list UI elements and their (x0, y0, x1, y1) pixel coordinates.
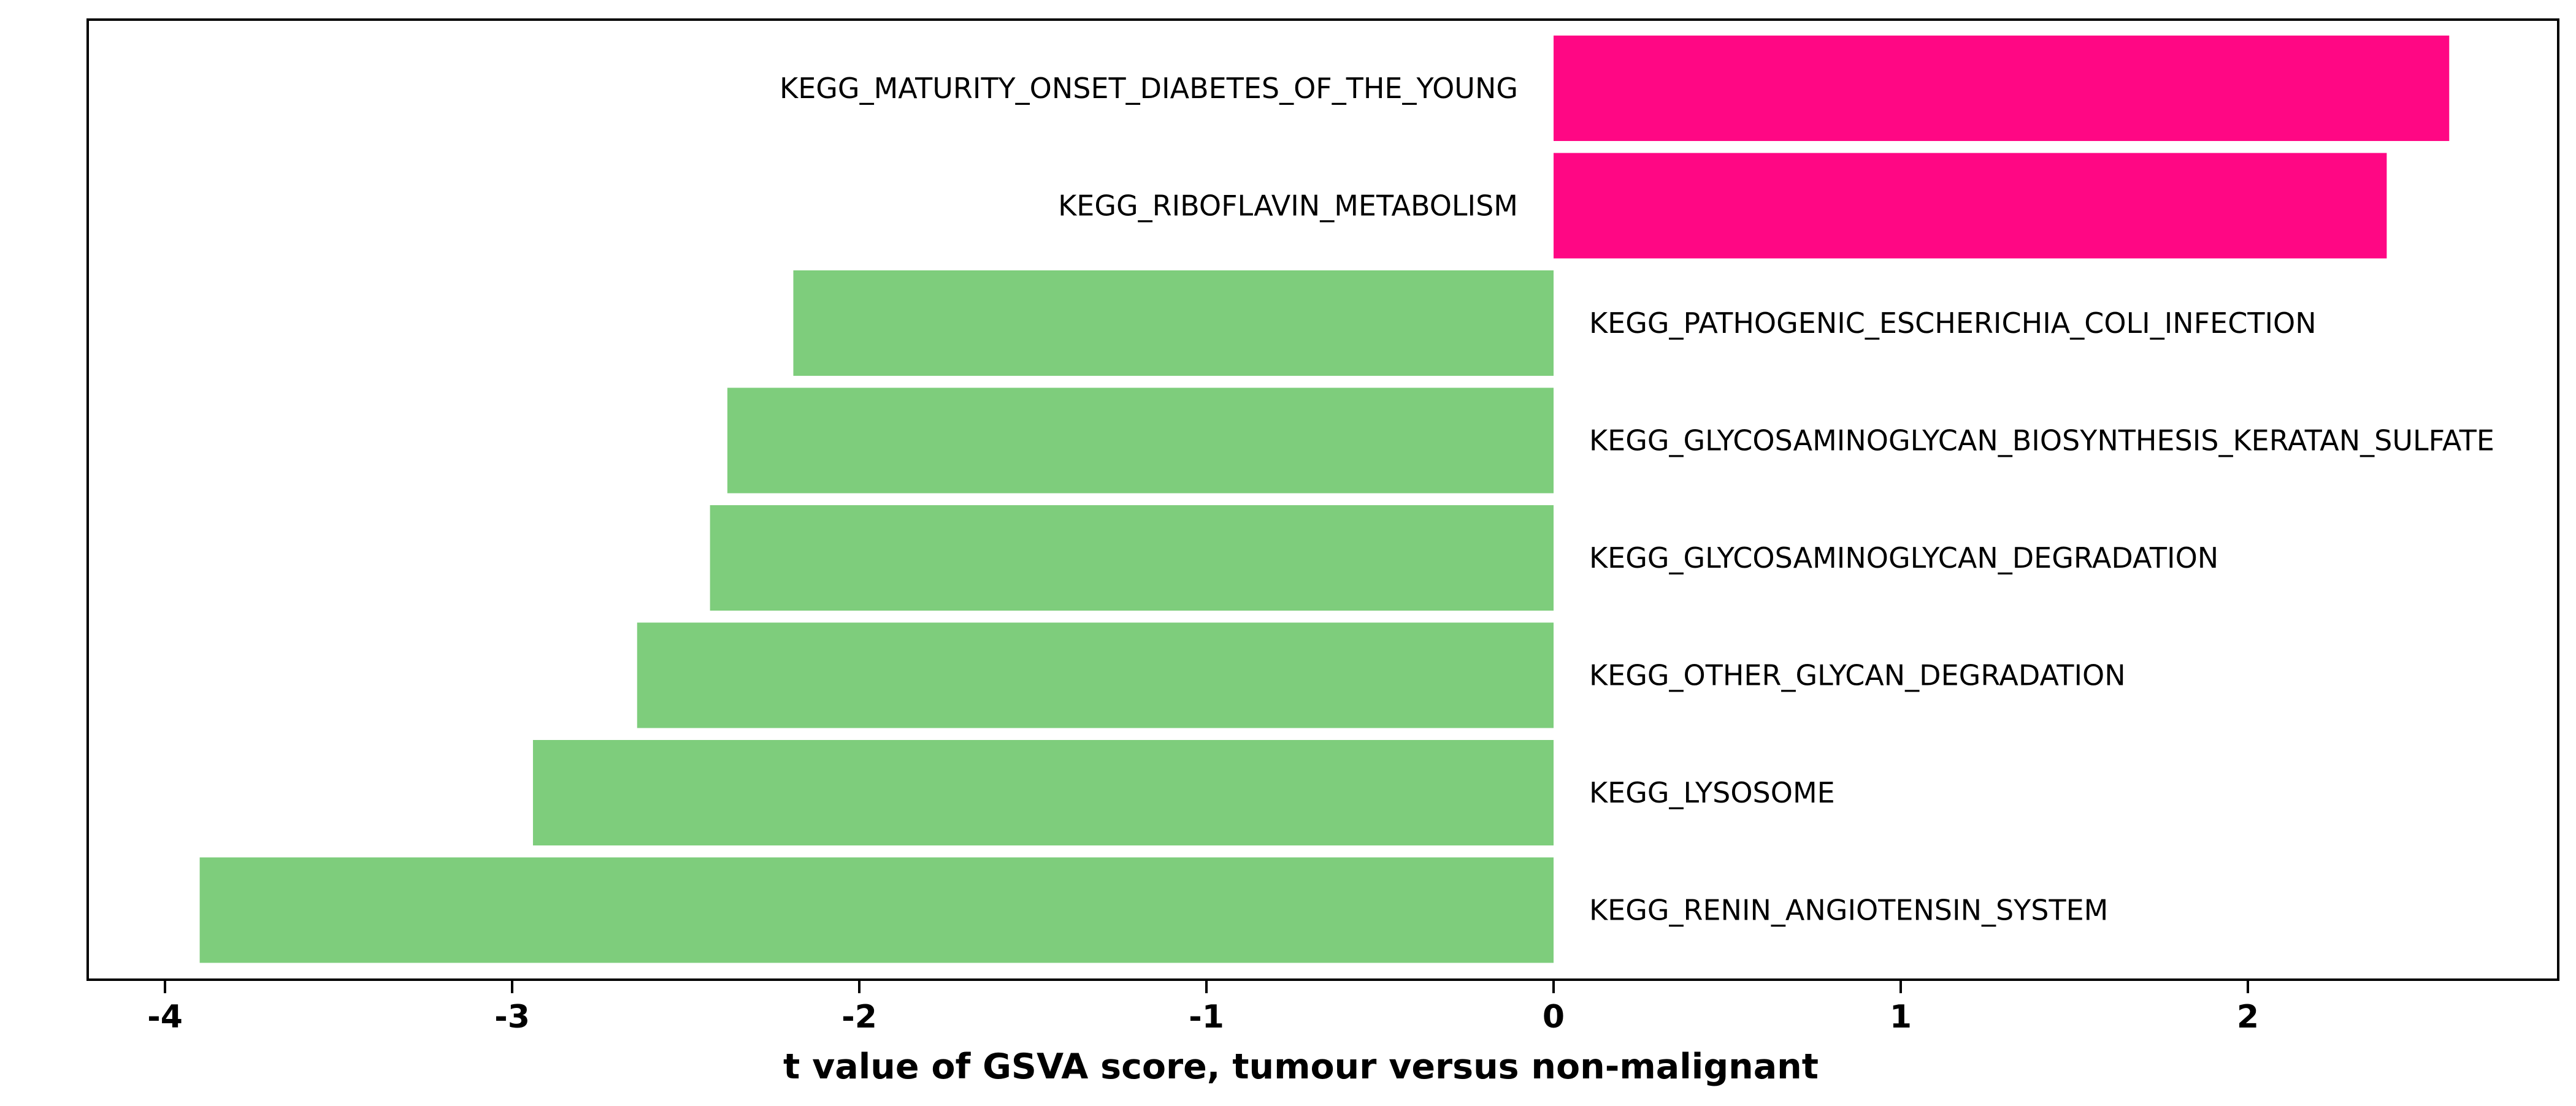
bar (637, 622, 1554, 728)
bar (1554, 36, 2450, 141)
x-axis: -4 -3 -2 -1 0 1 2 (147, 980, 2259, 1035)
x-tick-label: -4 (147, 999, 183, 1035)
plot-frame (86, 18, 2559, 981)
category-label: KEGG_GLYCOSAMINOGLYCAN_BIOSYNTHESIS_KERA… (1589, 424, 2494, 457)
bar (710, 505, 1554, 611)
category-label: KEGG_MATURITY_ONSET_DIABETES_OF_THE_YOUN… (780, 72, 1518, 105)
x-tick-label: 1 (1890, 999, 1912, 1035)
category-label: KEGG_OTHER_GLYCAN_DEGRADATION (1589, 659, 2126, 692)
bars-layer (199, 36, 2450, 963)
x-tick-label: -2 (841, 999, 877, 1035)
bar (727, 387, 1554, 494)
x-axis-label: t value of GSVA score, tumour versus non… (783, 1047, 1819, 1087)
category-label: KEGG_RENIN_ANGIOTENSIN_SYSTEM (1589, 894, 2108, 927)
bar (793, 270, 1554, 376)
bar (1554, 153, 2387, 259)
category-labels-layer: KEGG_MATURITY_ONSET_DIABETES_OF_THE_YOUN… (780, 72, 2494, 927)
category-label: KEGG_LYSOSOME (1589, 776, 1835, 809)
category-label: KEGG_PATHOGENIC_ESCHERICHIA_COLI_INFECTI… (1589, 307, 2317, 340)
category-label: KEGG_RIBOFLAVIN_METABOLISM (1058, 189, 1518, 223)
bar (199, 857, 1554, 963)
x-tick-label: -3 (494, 999, 530, 1035)
bar (532, 740, 1554, 845)
x-tick-label: 0 (1543, 999, 1565, 1035)
category-label: KEGG_GLYCOSAMINOGLYCAN_DEGRADATION (1589, 541, 2218, 574)
x-tick-label: 2 (2237, 999, 2259, 1035)
x-tick-label: -1 (1189, 999, 1224, 1035)
